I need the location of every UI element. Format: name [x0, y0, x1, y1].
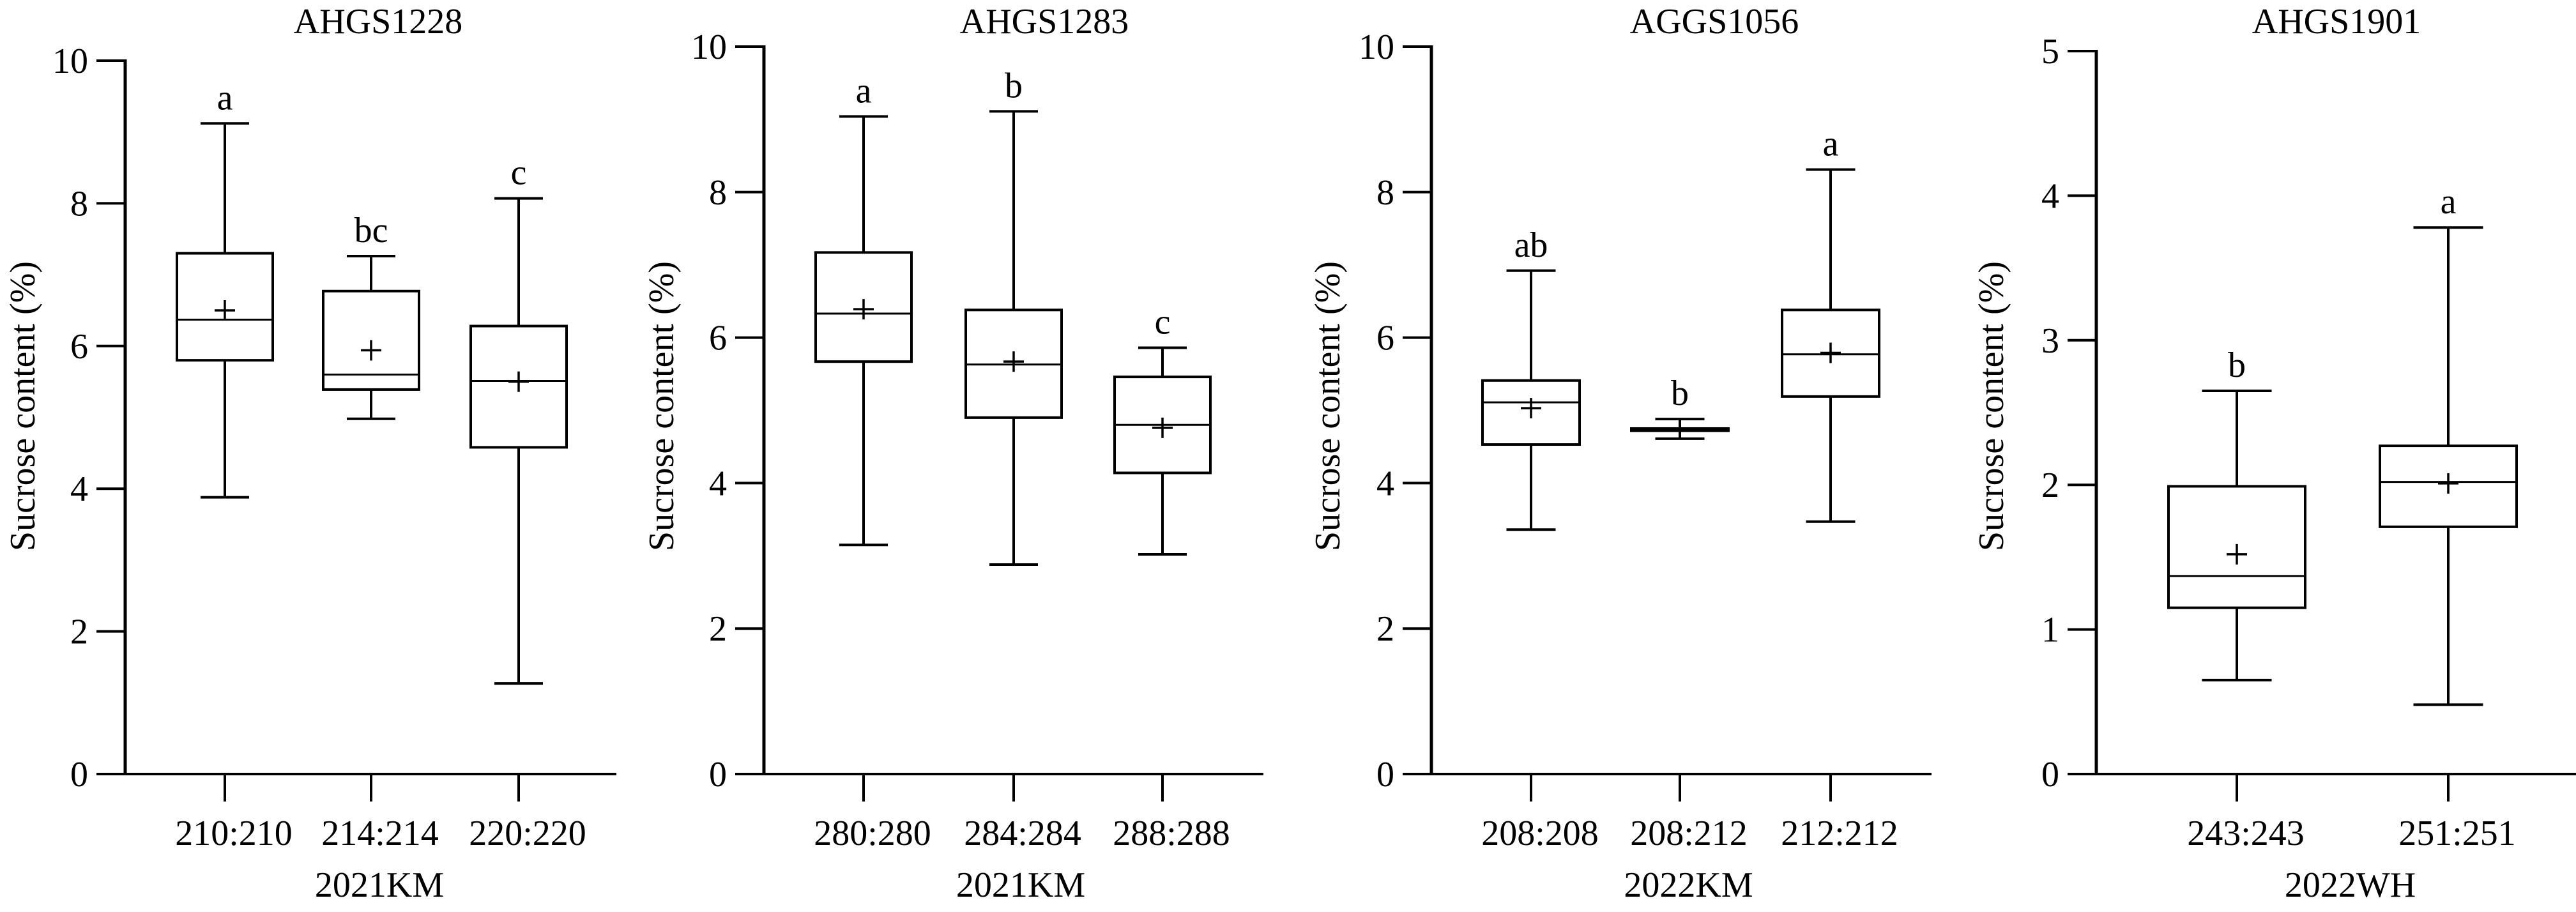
- significance-letter: b: [2228, 346, 2246, 385]
- y-tick-label: 0: [70, 755, 88, 794]
- y-tick-label: 5: [2041, 32, 2059, 72]
- iqr-box: [322, 289, 420, 391]
- y-tick-label: 2: [2041, 466, 2059, 505]
- y-axis-label: Sucrose content (%): [3, 261, 43, 551]
- y-tick-label: 8: [709, 173, 727, 213]
- x-tick-label: 288:288: [1113, 814, 1230, 853]
- panel-title: AHGS1283: [960, 2, 1129, 42]
- box-208:208: ab: [1481, 225, 1581, 531]
- significance-letter: c: [1155, 303, 1171, 342]
- x-axis-label: 2021KM: [956, 865, 1085, 905]
- box-208:212: b: [1630, 374, 1730, 440]
- y-axis-label: Sucrose content (%): [642, 261, 682, 551]
- x-tick-label: 208:212: [1630, 814, 1748, 853]
- x-axis-label: 2022WH: [2285, 865, 2416, 905]
- x-axis-label: 2022KM: [1624, 865, 1753, 905]
- panel-ahgs1901: AHGS1901 0 1 2 3 4 5 Sucrose content (%) 243:243…: [1972, 2, 2576, 905]
- x-tick-label: 214:214: [321, 814, 439, 853]
- panel-aggs1056: AGGS1056 0 2 4 6 8 10 Sucrose content (%) 208:20…: [1308, 2, 1932, 905]
- y-tick-label: 0: [709, 755, 727, 794]
- x-tick-label: 243:243: [2187, 814, 2305, 853]
- y-tick-label: 6: [1376, 319, 1394, 358]
- significance-letter: bc: [354, 211, 388, 250]
- y-tick-label: 2: [709, 609, 727, 649]
- y-tick-label: 2: [70, 612, 88, 652]
- y-tick-label: 3: [2041, 321, 2059, 361]
- significance-letter: a: [2441, 182, 2457, 222]
- significance-letter: ab: [1514, 225, 1548, 265]
- box-214:214: bc: [322, 211, 420, 420]
- y-tick-label: 0: [2041, 755, 2059, 794]
- box-284:284: b: [964, 66, 1063, 566]
- x-tick-label: 220:220: [469, 814, 586, 853]
- box-212:212: a: [1781, 124, 1880, 523]
- y-tick-label: 4: [70, 469, 88, 509]
- y-axis-label: Sucrose content (%): [1972, 261, 2011, 551]
- box-280:280: a: [814, 71, 913, 547]
- y-tick-label: 4: [2041, 176, 2059, 216]
- y-tick-label: 2: [1376, 609, 1394, 649]
- x-tick-label: 212:212: [1781, 814, 1898, 853]
- significance-letter: b: [1671, 374, 1689, 413]
- x-tick-label: 280:280: [814, 814, 931, 853]
- y-tick-label: 4: [709, 464, 727, 503]
- significance-letter: c: [511, 153, 527, 193]
- y-tick-label: 0: [1376, 755, 1394, 794]
- box-243:243: b: [2167, 346, 2306, 681]
- y-tick-label: 10: [52, 42, 88, 81]
- y-tick-label: 10: [691, 27, 727, 67]
- x-tick-label: 208:208: [1481, 814, 1599, 853]
- panel-ahgs1228: AHGS1228 0 2 4 6 8 10 Sucrose content (%) 210:21…: [3, 2, 616, 905]
- significance-letter: a: [1823, 124, 1839, 163]
- y-tick-label: 8: [70, 184, 88, 224]
- y-tick-label: 1: [2041, 611, 2059, 650]
- box-220:220: c: [469, 153, 568, 685]
- y-tick-label: 8: [1376, 173, 1394, 213]
- box-210:210: a: [176, 78, 274, 499]
- y-tick-label: 6: [70, 327, 88, 367]
- y-tick-label: 10: [1359, 27, 1394, 67]
- y-axis-label: Sucrose content (%): [1308, 261, 1348, 551]
- significance-letter: a: [856, 71, 872, 110]
- box-251:251: a: [2379, 182, 2518, 706]
- y-tick-label: 4: [1376, 464, 1394, 503]
- panel-title: AHGS1228: [294, 2, 462, 42]
- panel-ahgs1283: AHGS1283 0 2 4 6 8 10 Sucrose content (%) 280:28…: [642, 2, 1263, 905]
- significance-letter: b: [1005, 66, 1023, 105]
- y-tick-label: 6: [709, 319, 727, 358]
- panel-title: AGGS1056: [1630, 2, 1799, 42]
- significance-letter: a: [217, 78, 233, 118]
- x-tick-label: 284:284: [964, 814, 1081, 853]
- x-tick-label: 251:251: [2398, 814, 2516, 853]
- panel-title: AHGS1901: [2252, 2, 2421, 42]
- x-tick-label: 210:210: [175, 814, 293, 853]
- box-288:288: c: [1113, 303, 1212, 556]
- x-axis-label: 2021KM: [315, 865, 444, 905]
